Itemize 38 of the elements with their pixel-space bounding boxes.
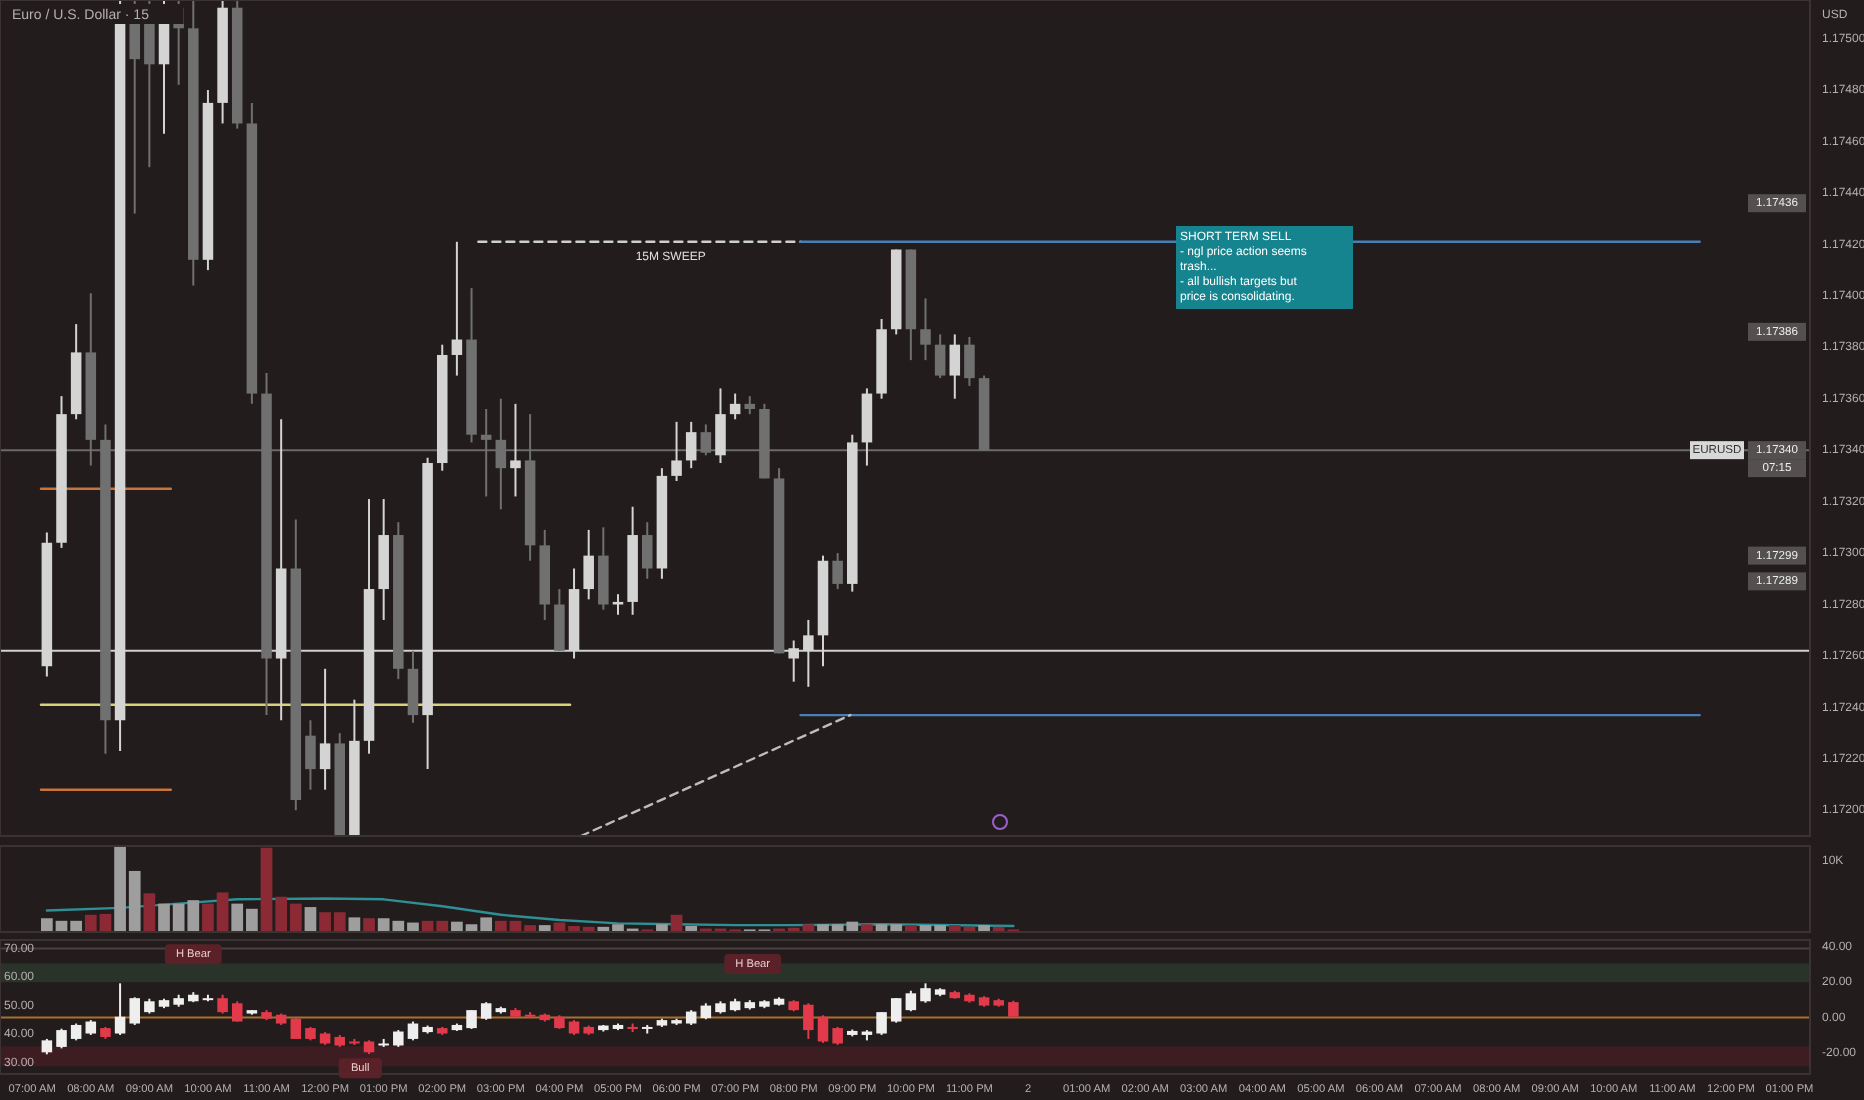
candlestick — [554, 588, 565, 652]
candlestick — [715, 387, 726, 465]
candlestick — [583, 528, 594, 601]
candlestick — [920, 982, 931, 1004]
candlestick — [129, 996, 140, 1026]
candlestick — [407, 649, 419, 724]
candlestick — [231, 1000, 243, 1023]
candlestick — [290, 1017, 302, 1040]
candlestick — [671, 420, 682, 483]
bar — [861, 924, 873, 932]
candlestick — [305, 719, 316, 791]
bar — [363, 918, 375, 932]
candlestick — [949, 333, 961, 400]
candlestick — [890, 997, 902, 1024]
candlestick — [510, 402, 521, 498]
bar — [656, 924, 668, 932]
candlestick — [466, 1009, 477, 1030]
candlestick — [876, 1011, 887, 1036]
candlestick — [685, 420, 697, 470]
candlestick — [803, 1002, 814, 1040]
candlestick — [832, 552, 843, 591]
candlestick — [934, 333, 946, 380]
candlestick — [920, 297, 931, 362]
candlestick — [217, 993, 228, 1015]
candlestick — [729, 392, 741, 421]
candlestick — [905, 989, 917, 1013]
bar — [143, 893, 156, 932]
candlestick — [451, 240, 463, 377]
candlestick — [641, 521, 653, 580]
candlestick — [744, 395, 756, 416]
bar — [348, 917, 361, 932]
candlestick — [407, 1020, 419, 1042]
candlestick — [817, 1014, 829, 1044]
candlestick — [964, 335, 975, 387]
candlestick — [114, 982, 126, 1036]
candlestick — [56, 1027, 67, 1050]
bar — [304, 907, 317, 932]
candlestick — [319, 667, 331, 791]
